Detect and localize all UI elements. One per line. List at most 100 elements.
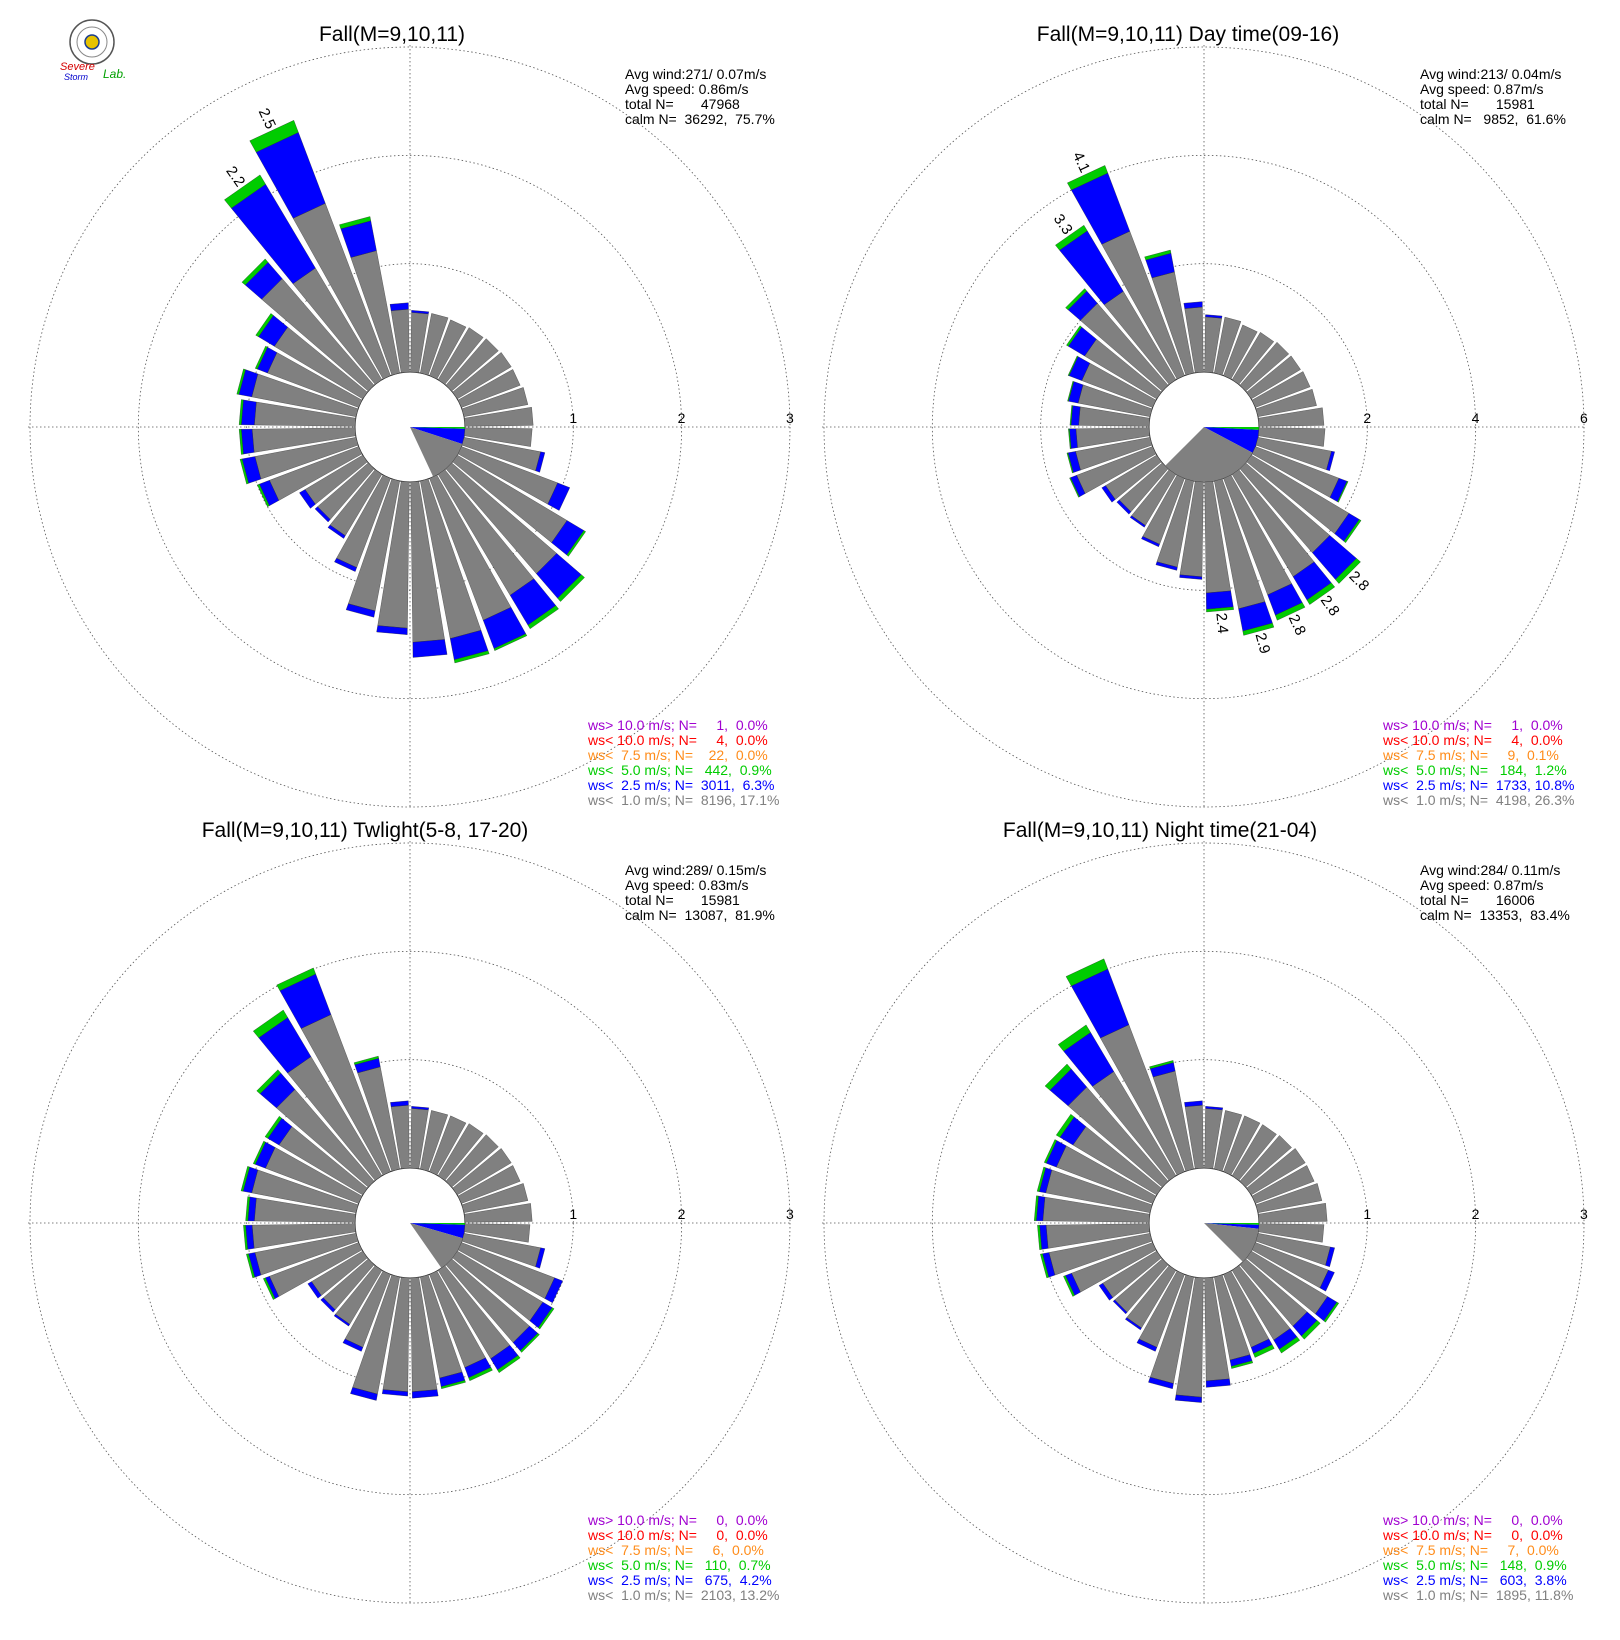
- bar-segment-green: [240, 1166, 250, 1192]
- bar-segment-green: [246, 1253, 255, 1279]
- logo-text-lab: Lab.: [103, 67, 126, 81]
- bar-segment-green: [1066, 452, 1074, 474]
- bar-segment-green: [1037, 1225, 1042, 1250]
- legend-entry: ws< 1.0 m/s; N= 8196, 17.1%: [587, 792, 779, 808]
- ring-label: 6: [1580, 410, 1588, 426]
- legend-entry: ws> 10.0 m/s; N= 0, 0.0%: [1382, 1512, 1563, 1528]
- bar-segment-green: [1069, 405, 1073, 426]
- bar-segment-green: [1066, 325, 1082, 347]
- bar-segment-blue: [314, 506, 331, 523]
- calm-sector: [1204, 1223, 1259, 1229]
- panel-title: Fall(M=9,10,11) Day time(09-16): [1037, 23, 1339, 46]
- calm-sector: [410, 1223, 463, 1269]
- bar-segment-blue: [320, 1297, 336, 1313]
- bar-segment-gray: [1214, 316, 1242, 376]
- bar-segment-gray: [464, 1223, 531, 1243]
- panel-title: Fall(M=9,10,11): [319, 23, 465, 46]
- bar-segment-green: [252, 1009, 288, 1039]
- bar-segment-green: [224, 174, 266, 209]
- bar-segment-green: [236, 368, 246, 395]
- panel-title: Fall(M=9,10,11) Night time(21-04): [1003, 819, 1317, 842]
- legend-entry: ws< 5.0 m/s; N= 148, 0.9%: [1382, 1557, 1567, 1573]
- legend-entry: ws> 10.0 m/s; N= 0, 0.0%: [587, 1512, 768, 1528]
- bar-segment-green: [1067, 355, 1079, 376]
- stats-line: total N= 16006: [1420, 892, 1535, 908]
- bar-segment-green: [566, 530, 586, 557]
- stats-line: Avg wind:213/ 0.04m/s: [1420, 66, 1561, 82]
- bar-segment-green: [249, 120, 299, 153]
- grid-ring: [823, 842, 1585, 1604]
- calm-sector: [1165, 427, 1253, 483]
- windrose-panel-2: 2 4 63.34.12.82.82.82.92.4Fall(M=9,10,11) …: [822, 23, 1588, 809]
- calm-sector: [1204, 1223, 1259, 1262]
- bar-segment-blue: [389, 302, 409, 311]
- calm-sector: [1204, 427, 1259, 453]
- bar-segment-green: [1055, 1113, 1075, 1138]
- legend-entry: ws< 5.0 m/s; N= 110, 0.7%: [587, 1557, 771, 1573]
- bar-segment-gray: [1258, 1223, 1325, 1243]
- bar-segment-blue: [299, 489, 316, 509]
- stats-line: Avg speed: 0.83m/s: [625, 877, 748, 893]
- bar-segment-green: [264, 1115, 283, 1139]
- bar-segment-green: [1043, 1139, 1057, 1164]
- bar-segment-blue: [1136, 1338, 1158, 1352]
- bar-segment-green: [257, 483, 270, 508]
- legend-entry: ws< 2.5 m/s; N= 675, 4.2%: [587, 1572, 772, 1588]
- bar-segment-blue: [342, 1338, 364, 1352]
- bar-segment-green: [1335, 558, 1361, 584]
- bar-segment-blue: [1325, 1246, 1335, 1267]
- legend-entry: ws< 5.0 m/s; N= 184, 1.2%: [1382, 762, 1567, 778]
- bar-segment-green: [1067, 381, 1074, 402]
- bar-segment-green: [238, 399, 244, 425]
- bar-segment-blue: [1326, 451, 1335, 471]
- ring-label: 4: [1472, 410, 1480, 426]
- ring-label: 1: [569, 410, 577, 426]
- bar-segment-green: [1063, 1275, 1075, 1297]
- bar-segment-blue: [1184, 1100, 1203, 1107]
- bar-segment-green: [1065, 958, 1108, 987]
- bar-segment-gray: [452, 1148, 512, 1196]
- stats-line: Avg wind:289/ 0.15m/s: [625, 862, 766, 878]
- bar-segment-blue: [411, 1106, 429, 1111]
- legend-entry: ws< 7.5 m/s; N= 6, 0.0%: [587, 1542, 764, 1558]
- peak-label: 2.8: [1285, 612, 1309, 638]
- bar-segment-blue: [535, 451, 546, 473]
- legend-entry: ws< 10.0 m/s; N= 0, 0.0%: [587, 1527, 768, 1543]
- grid-ring: [137, 950, 683, 1496]
- bar-segment-green: [255, 313, 274, 337]
- bar-segment-green: [527, 605, 559, 630]
- ring-label: 1: [569, 1206, 577, 1222]
- bar-segment-green: [1067, 165, 1108, 191]
- bar-segment-blue: [350, 1387, 378, 1401]
- peak-label: 2.4: [1212, 612, 1231, 634]
- calm-sector: [410, 1223, 466, 1225]
- bar-segment-blue: [390, 1100, 409, 1107]
- bar-segment-green: [1278, 1336, 1301, 1354]
- bar-segment-green: [1068, 428, 1072, 449]
- stats-line: Avg speed: 0.87m/s: [1420, 81, 1543, 97]
- bar-segment-green: [263, 1277, 276, 1300]
- bar-segment-gray: [420, 313, 449, 376]
- ring-label: 2: [678, 410, 686, 426]
- bar-segment-blue: [1205, 314, 1223, 319]
- bar-segment-gray: [1231, 332, 1275, 385]
- bar-segment-green: [1253, 1344, 1275, 1358]
- bar-segment-green: [519, 1332, 540, 1353]
- bar-segment-green: [241, 258, 269, 286]
- bar-segment-blue: [544, 1277, 563, 1304]
- legend-entry: ws< 7.5 m/s; N= 7, 0.0%: [1382, 1542, 1559, 1558]
- bar-segment-green: [1323, 1301, 1340, 1323]
- bar-segment-gray: [1239, 341, 1290, 392]
- bar-segment-gray: [464, 1203, 533, 1223]
- ring-label: 2: [1472, 1206, 1480, 1222]
- bar-segment-blue: [376, 625, 408, 635]
- bar-segment-green: [1065, 288, 1088, 311]
- bar-segment-blue: [1148, 1377, 1174, 1389]
- bar-segment-green: [1337, 481, 1349, 503]
- bar-segment-gray: [457, 369, 521, 408]
- bar-segment-green: [239, 458, 249, 485]
- stats-line: calm N= 9852, 61.6%: [1420, 111, 1566, 127]
- panel-title: Fall(M=9,10,11) Twlight(5-8, 17-20): [202, 819, 529, 842]
- ring-label: 3: [786, 1206, 794, 1222]
